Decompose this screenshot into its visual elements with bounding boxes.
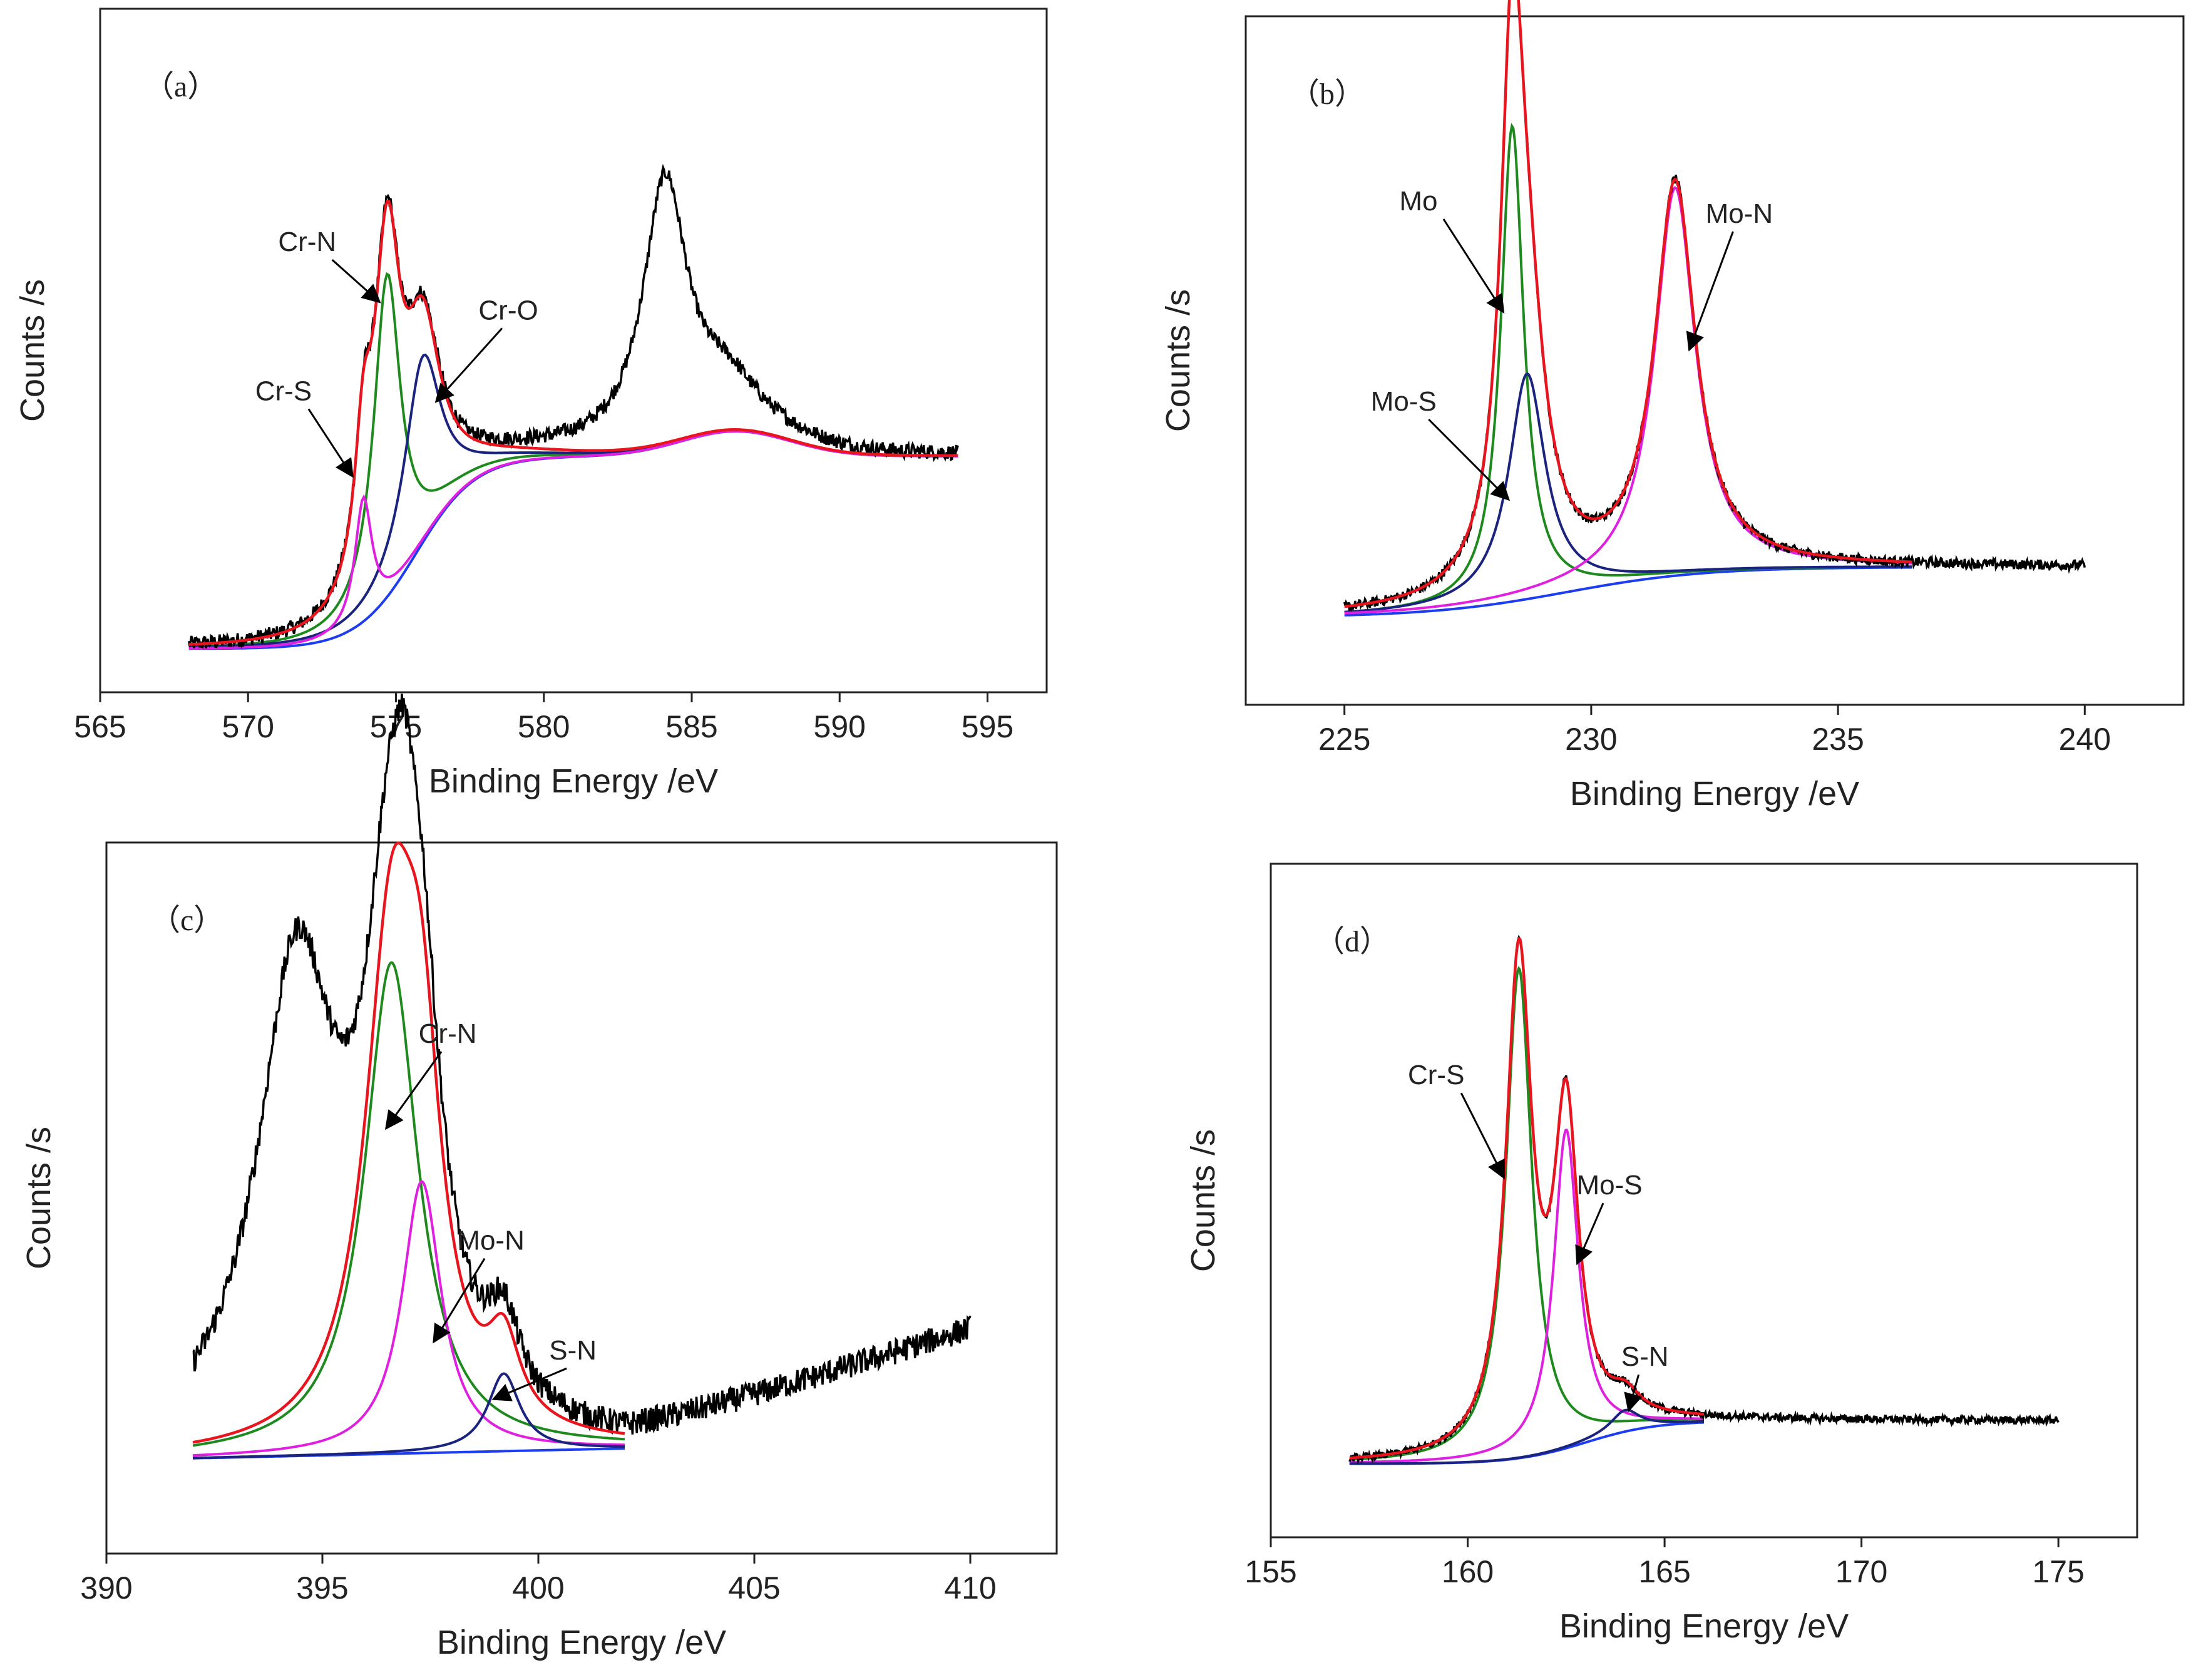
panel-c-annotation-2: S-N [549, 1335, 597, 1366]
panel-b-annotation-arrow-0 [1442, 218, 1505, 314]
panel-c-annotation-1: Mo-N [457, 1226, 525, 1256]
panel-a-fit-line [188, 199, 958, 646]
panel-c-annotation-arrow-0 [384, 1051, 443, 1130]
panel-c-experimental-line [192, 694, 972, 1435]
panel-a-ylabel: Counts /s [14, 279, 51, 422]
panel-b-xtick-label-0: 225 [1318, 722, 1370, 757]
panel-d-frame [1270, 863, 2138, 1539]
panel-d-annotation-0: Cr-S [1408, 1060, 1464, 1090]
panel-a-background-line [188, 430, 958, 650]
panel-b-curves [1343, 0, 2086, 617]
panel-a-xtick-label-1: 570 [222, 709, 274, 744]
panel-d-annotation-arrow-0 [1460, 1092, 1505, 1180]
panel-d-xtick-label-2: 165 [1638, 1554, 1690, 1589]
panel-d-xlabel: Binding Energy /eV [1559, 1607, 1849, 1645]
panel-b-component-mo-s [1344, 372, 1912, 613]
panel-c-fit-line [192, 841, 625, 1444]
panel-c-xtick-label-4: 410 [944, 1570, 996, 1606]
panel-b-xlabel: Binding Energy /eV [1570, 775, 1859, 812]
panel-d-xtick-label-3: 170 [1835, 1554, 1887, 1589]
panel-c-component-cr-n [192, 961, 625, 1447]
panel-b-annotations: Mo Mo-S Mo-N [1371, 186, 1773, 501]
panel-d-annotation-arrow-2 [1624, 1374, 1643, 1413]
panel-b-xtick-label-2: 235 [1812, 722, 1864, 757]
panel-c-ticks: 390 395 400 405 410 [80, 1554, 997, 1606]
panel-c-component-mo-n [192, 1180, 625, 1457]
panel-d-xtick-label-0: 155 [1244, 1554, 1296, 1589]
panel-a-annotation-1: Cr-O [478, 295, 538, 325]
panel-a-label: （a） [144, 70, 217, 103]
panel-a-annotation-arrow-1 [434, 327, 503, 403]
panel-b-ticks: 225 230 235 240 [1318, 705, 2111, 757]
panel-c-annotation-0: Cr-N [419, 1018, 477, 1049]
panel-c-xtick-label-2: 400 [512, 1570, 564, 1606]
panel-a-xtick-label-4: 585 [665, 709, 717, 744]
panel-a-annotation-arrow-0 [331, 259, 381, 304]
panel-b-annotation-0: Mo [1399, 186, 1437, 217]
panel-a-annotations: Cr-N Cr-O Cr-S [255, 227, 538, 478]
panel-a-annotation-0: Cr-N [278, 227, 336, 257]
panel-c-component-s-n [192, 1372, 625, 1460]
panel-d-component-s-n [1349, 1408, 1704, 1465]
panel-d-annotation-arrow-1 [1575, 1202, 1604, 1266]
panel-a-xtick-label-5: 590 [814, 709, 866, 744]
panel-a-component-cr-n [188, 272, 958, 648]
panel-c-annotation-arrow-2 [491, 1367, 567, 1401]
panel-c-xtick-label-3: 405 [728, 1570, 780, 1606]
panel-d-annotation-2: S-N [1621, 1341, 1669, 1372]
panel-d-label: （d） [1315, 925, 1390, 958]
panel-d-component-cr-s [1349, 966, 1704, 1461]
panel-b: 225 230 235 240 （b） Binding Energy /eV Coun… [1159, 0, 2185, 812]
panel-a: 565 570 575 580 585 590 595 （a） Binding Energy… [14, 8, 1048, 800]
panel-c-ylabel: Counts /s [20, 1127, 58, 1269]
panel-a-ticks: 565 570 575 580 585 590 595 [74, 692, 1013, 744]
panel-b-fit-line [1344, 0, 1912, 608]
panel-c-xtick-label-1: 395 [296, 1570, 348, 1606]
panel-c: 390 395 400 405 410 （c） Binding Energy /eV C… [20, 694, 1058, 1661]
panel-a-curves [188, 163, 959, 650]
panel-d-experimental-line [1348, 935, 2060, 1465]
panel-c-annotation-arrow-1 [433, 1257, 486, 1344]
panel-b-annotation-arrow-2 [1686, 231, 1734, 352]
panel-b-label: （b） [1290, 78, 1365, 111]
panel-d-ylabel: Counts /s [1184, 1129, 1222, 1272]
panel-d-xtick-label-1: 160 [1442, 1554, 1494, 1589]
panel-c-label: （c） [150, 904, 223, 937]
panel-a-xtick-label-6: 595 [962, 709, 1013, 744]
panel-a-annotation-arrow-2 [307, 408, 354, 478]
panel-d-curves [1348, 935, 2060, 1465]
panel-a-component-cr-s [188, 429, 958, 650]
panel-b-annotation-arrow-1 [1428, 418, 1511, 501]
panel-c-annotations: Cr-N Mo-N S-N [384, 1018, 597, 1401]
panel-d: 155 160 165 170 175 （d） Binding Energy /eV C… [1184, 863, 2138, 1645]
panel-d-ticks: 155 160 165 170 175 [1244, 1537, 2085, 1589]
panel-d-annotations: Cr-S Mo-S S-N [1408, 1060, 1669, 1413]
panel-b-annotation-2: Mo-N [1706, 198, 1773, 229]
panel-c-xlabel: Binding Energy /eV [437, 1624, 726, 1661]
panel-b-annotation-1: Mo-S [1371, 386, 1437, 417]
panel-d-annotation-1: Mo-S [1576, 1170, 1642, 1201]
panel-b-frame [1244, 15, 2185, 706]
panel-c-curves [192, 694, 972, 1460]
panel-b-xtick-label-3: 240 [2059, 722, 2111, 757]
panel-c-frame [105, 841, 1058, 1555]
panel-d-xtick-label-4: 175 [2032, 1554, 2084, 1589]
panel-b-ylabel: Counts /s [1159, 289, 1197, 432]
panel-a-xlabel: Binding Energy /eV [429, 762, 718, 800]
panel-c-xtick-label-0: 390 [80, 1570, 132, 1606]
panel-a-xtick-label-0: 565 [74, 709, 126, 744]
panel-a-experimental-line [188, 163, 959, 649]
panel-a-frame [99, 8, 1048, 694]
panel-d-fit-line [1349, 936, 1705, 1460]
panel-b-xtick-label-1: 230 [1565, 722, 1617, 757]
panel-a-annotation-2: Cr-S [255, 376, 312, 406]
panel-a-xtick-label-3: 580 [518, 709, 570, 744]
panel-b-experimental-line [1343, 0, 2086, 612]
panel-d-component-mo-s [1349, 1129, 1704, 1464]
